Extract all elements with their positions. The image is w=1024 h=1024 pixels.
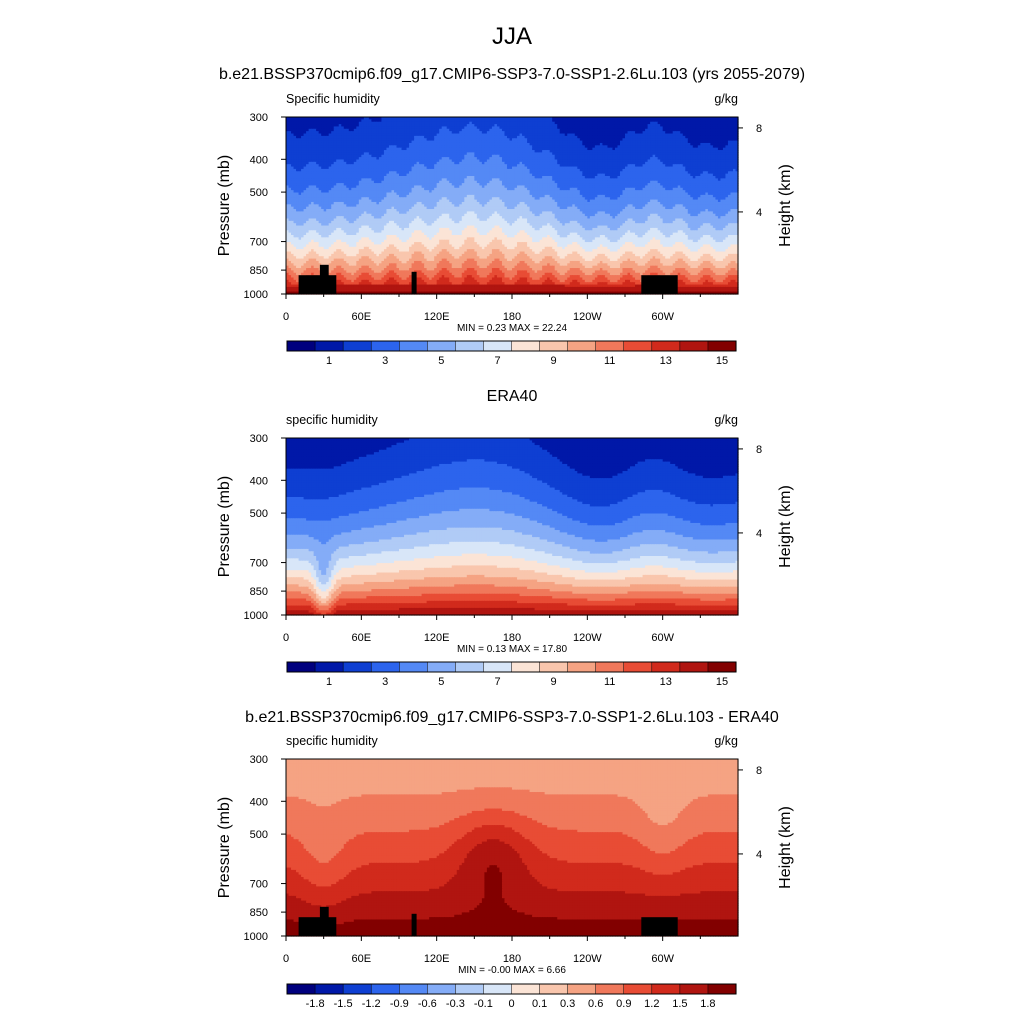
figure-subtitle: b.e21.BSSP370cmip6.f09_g17.CMIP6-SSP3-7.… xyxy=(219,66,805,83)
figure-title: JJA xyxy=(492,23,532,50)
contour-field xyxy=(286,117,739,295)
